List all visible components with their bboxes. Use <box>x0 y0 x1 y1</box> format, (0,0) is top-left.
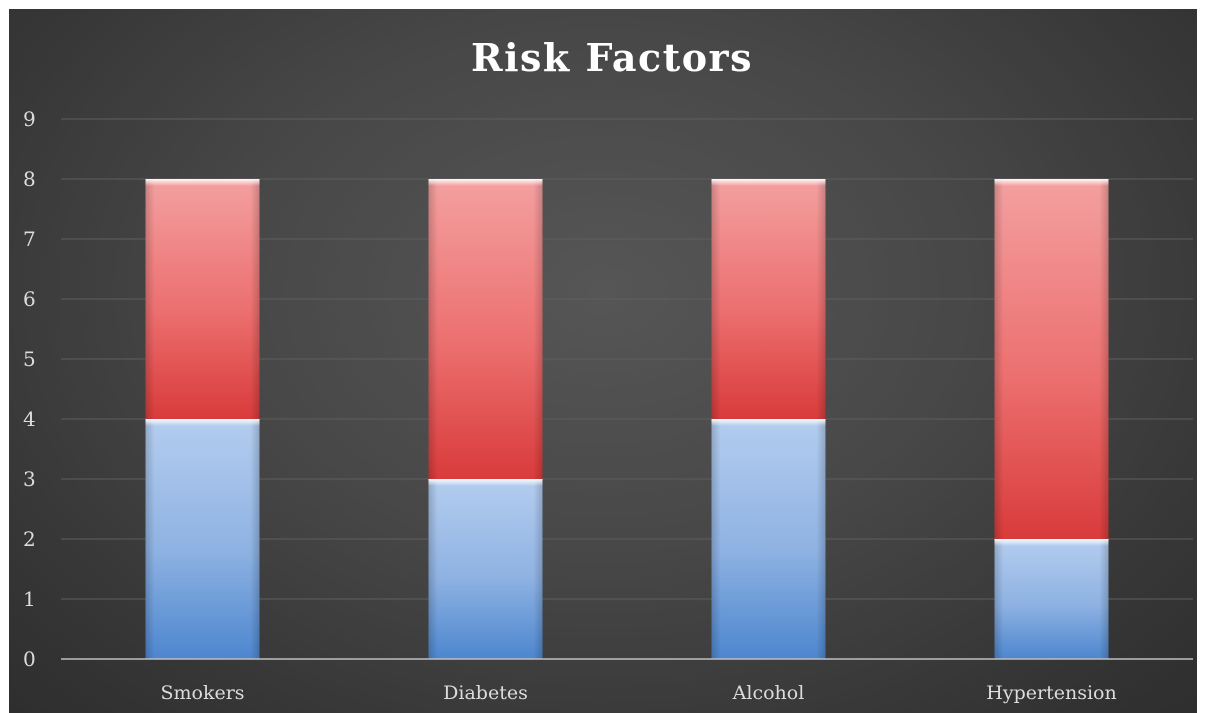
bar-segment-highlight <box>145 419 260 426</box>
y-tick-label: 7 <box>23 227 36 251</box>
x-tick-label: Hypertension <box>986 682 1116 704</box>
y-tick-label: 8 <box>23 167 36 191</box>
bar-stack <box>994 179 1109 659</box>
risk-factors-chart: Risk Factors 0 1 2 3 4 5 6 7 8 9 Smokers Diabetes A… <box>23 35 1193 704</box>
y-tick-label: 4 <box>23 407 36 431</box>
x-axis-ticks: Smokers Diabetes Alcohol Hypertension <box>160 682 1116 704</box>
y-tick-label: 0 <box>23 647 36 671</box>
bar-segment-highlight <box>994 539 1109 546</box>
bar-segment-highlight <box>711 419 826 426</box>
bar-segment-edge-shade <box>994 539 1109 659</box>
bar-segment-highlight <box>428 179 543 186</box>
bars <box>145 179 1109 659</box>
bar-segment-highlight <box>145 179 260 186</box>
bar-segment-edge-shade <box>145 419 260 659</box>
chart-frame: Risk Factors 0 1 2 3 4 5 6 7 8 9 Smokers Diabetes A… <box>9 9 1197 713</box>
y-tick-label: 6 <box>23 287 36 311</box>
x-tick-label: Diabetes <box>443 682 528 704</box>
y-tick-label: 9 <box>23 107 36 131</box>
bar-segment-edge-shade <box>711 419 826 659</box>
bar-stack <box>711 179 826 659</box>
bar-segment-highlight <box>711 179 826 186</box>
chart-title: Risk Factors <box>471 35 753 80</box>
bar-stack <box>145 179 260 659</box>
bar-segment-edge-shade <box>145 179 260 419</box>
bar-segment-edge-shade <box>428 479 543 659</box>
bar-segment-highlight <box>428 479 543 486</box>
y-tick-label: 3 <box>23 467 36 491</box>
bar-segment-edge-shade <box>711 179 826 419</box>
bar-segment-edge-shade <box>428 179 543 479</box>
bar-segment-edge-shade <box>994 179 1109 539</box>
bar-stack <box>428 179 543 659</box>
y-axis-ticks: 0 1 2 3 4 5 6 7 8 9 <box>23 107 36 671</box>
y-tick-label: 5 <box>23 347 36 371</box>
x-tick-label: Smokers <box>160 682 244 704</box>
x-tick-label: Alcohol <box>732 682 805 704</box>
bar-segment-highlight <box>994 179 1109 186</box>
y-tick-label: 2 <box>23 527 36 551</box>
y-tick-label: 1 <box>23 587 36 611</box>
